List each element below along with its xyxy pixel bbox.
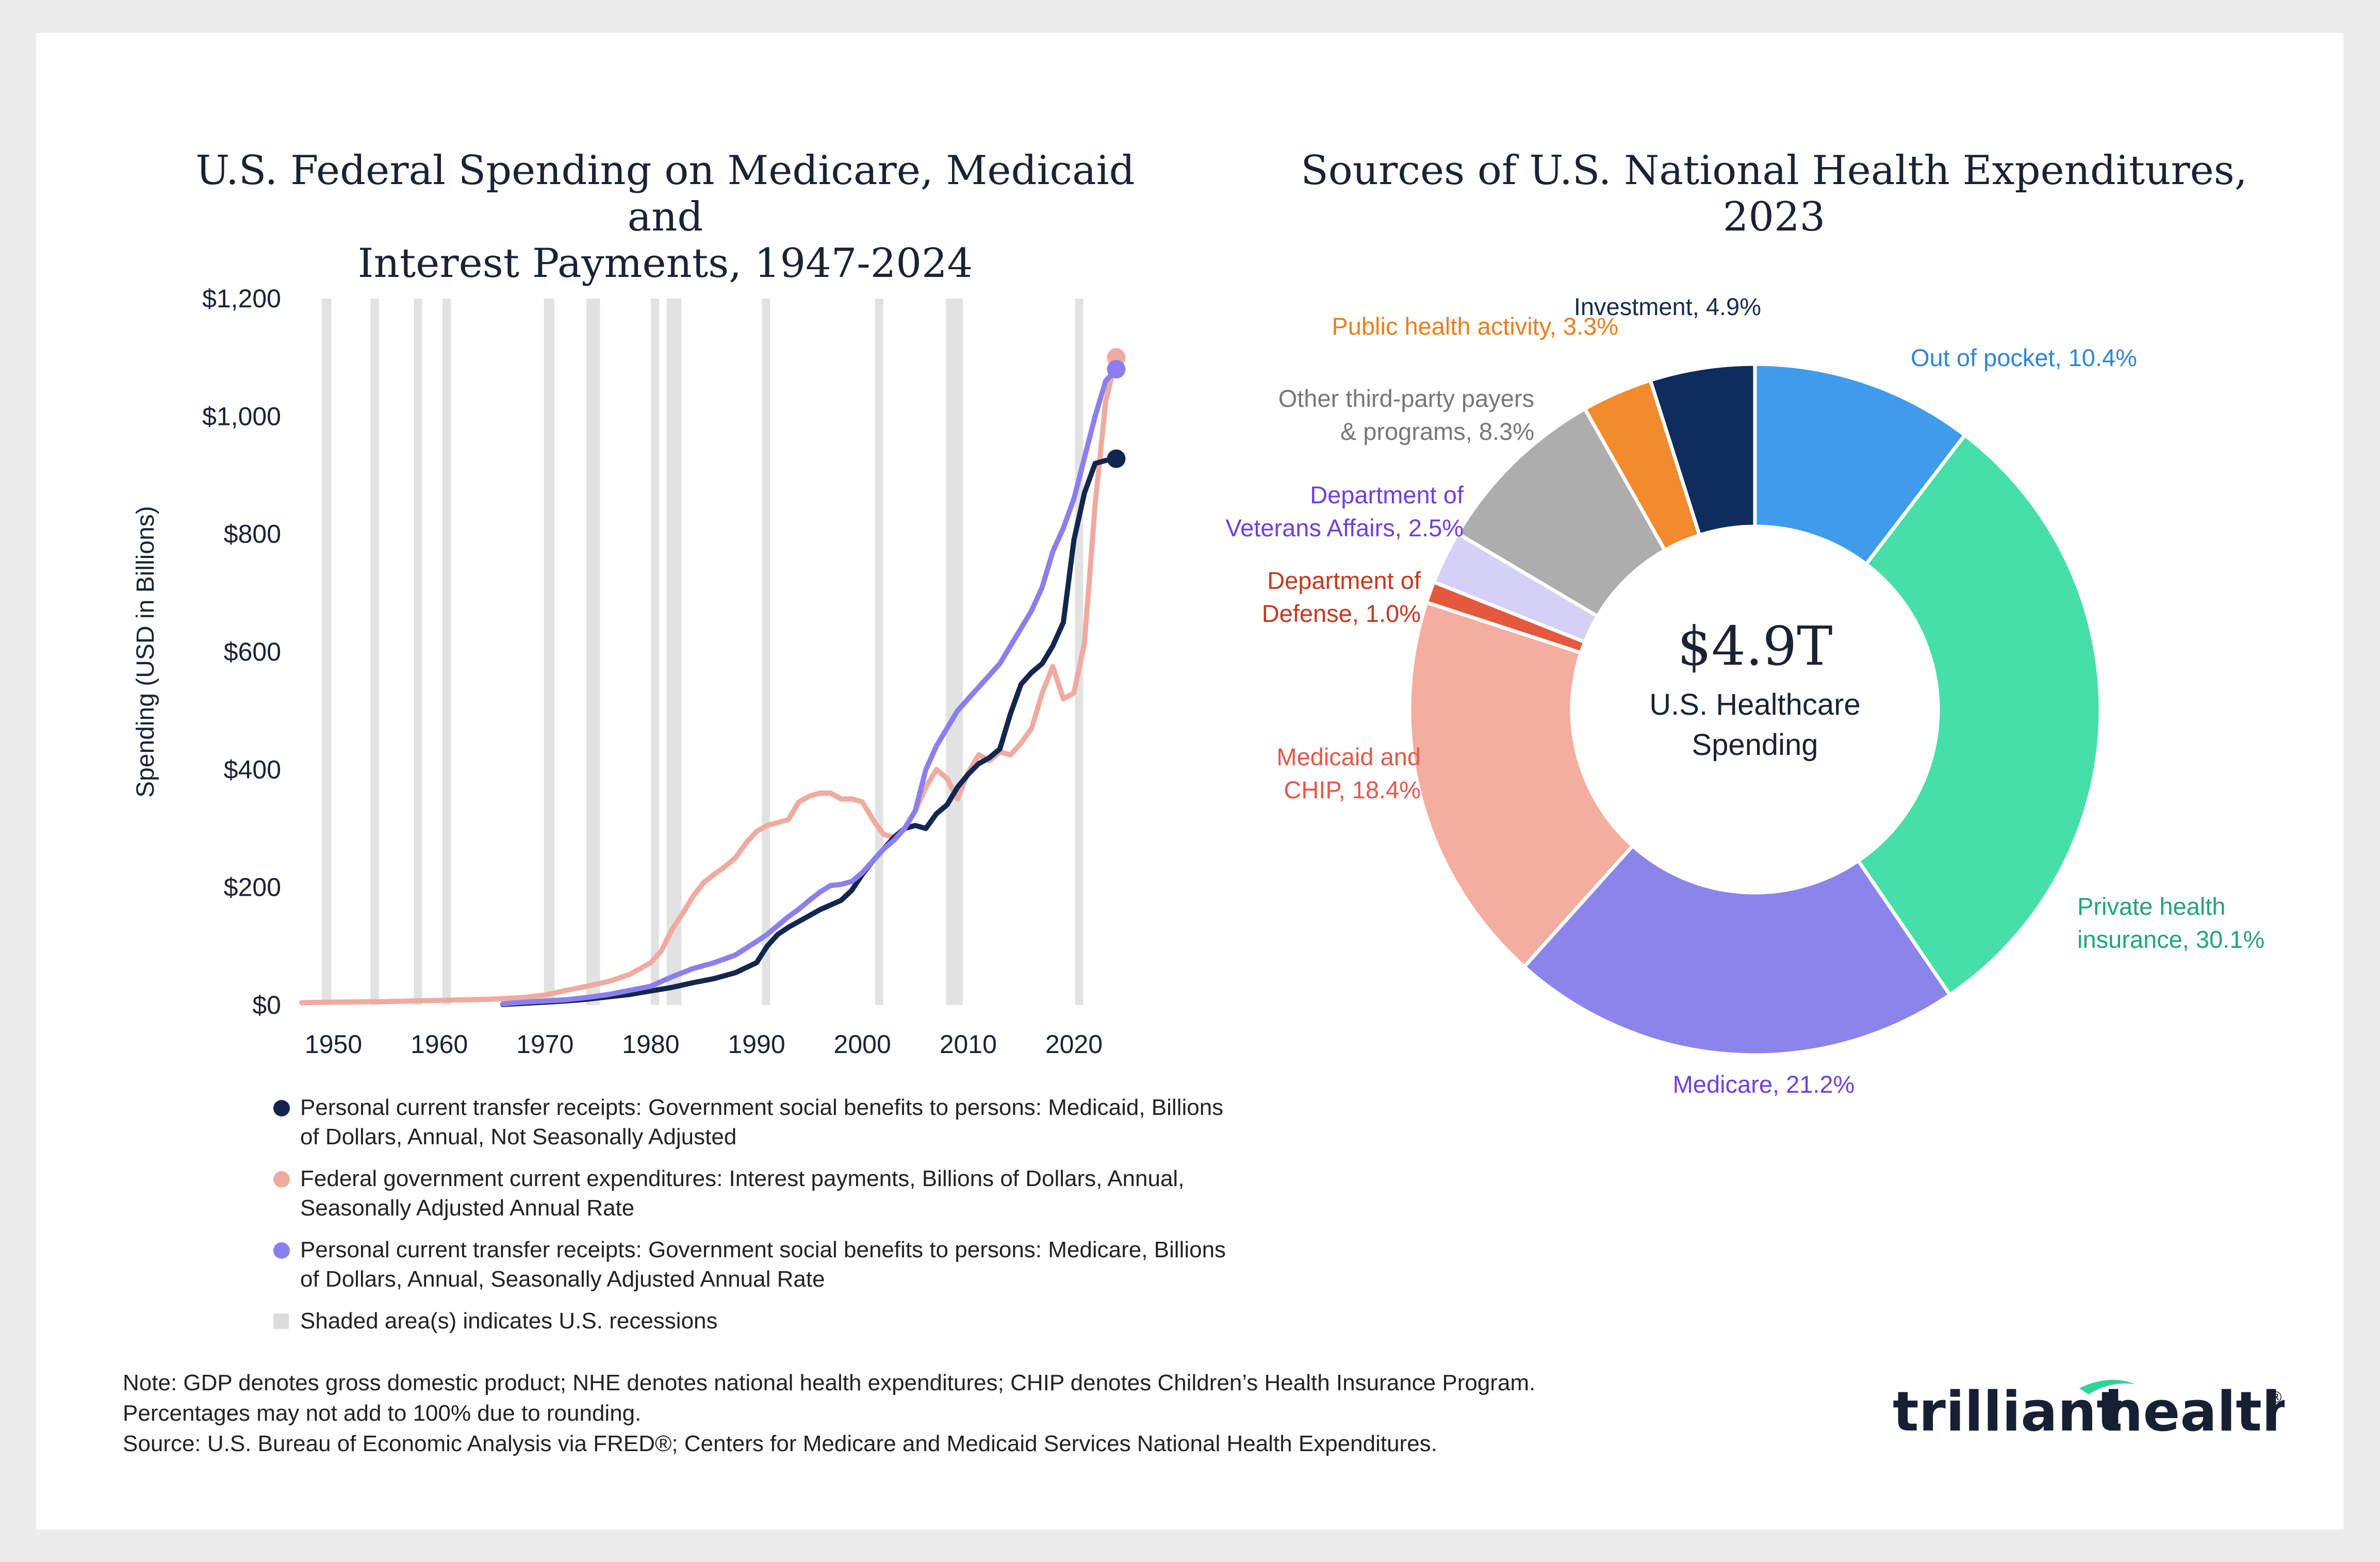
figure-card: U.S. Federal Spending on Medicare, Medic…	[36, 33, 2343, 1530]
recession-band-10	[946, 299, 963, 1005]
legend-item-medicaid: Personal current transfer receipts: Gove…	[273, 1093, 1227, 1152]
recession-band-5	[586, 299, 600, 1005]
logo-text-left: trilliant	[1893, 1380, 2123, 1443]
logo-text-right: health	[2104, 1380, 2285, 1443]
donut-label-line: Veterans Affairs, 2.5%	[1225, 514, 1464, 541]
donut-label-1: Private health insurance, 30.1%	[2077, 893, 2264, 953]
recession-bands	[321, 299, 1084, 1005]
x-tick-label: 1950	[305, 1030, 362, 1059]
line-chart-title: U.S. Federal Spending on Medicare, Medic…	[175, 147, 1155, 287]
line-chart-legend: Personal current transfer receipts: Gove…	[273, 1093, 1227, 1348]
donut-label-line: CHIP, 18.4%	[1284, 776, 1421, 803]
line-chart-title-line-1: U.S. Federal Spending on Medicare, Medic…	[195, 147, 1135, 240]
donut-label-5: Department of Veterans Affairs, 2.5%	[1225, 481, 1464, 541]
donut-label-line: Department of	[1267, 567, 1421, 594]
y-tick-label: $1,200	[202, 284, 281, 313]
y-tick-label: $600	[224, 637, 281, 666]
x-tick-label: 2010	[940, 1030, 997, 1059]
donut-label-2: Medicare, 21.2%	[1673, 1071, 1855, 1098]
footnote-line-2: Percentages may not add to 100% due to r…	[123, 1401, 642, 1426]
recession-band-7	[666, 299, 682, 1005]
recession-band-2	[414, 299, 422, 1005]
donut-label-line: Private health	[2077, 893, 2225, 920]
y-axis-ticks: $0 $200 $400 $600 $800 $1,000 $1,200	[202, 284, 281, 1020]
donut-label-line: Other third-party payers	[1278, 385, 1534, 412]
series-line-2	[500, 367, 1119, 1007]
donut-segment-0	[1753, 362, 1967, 567]
donut-segment-2	[1521, 843, 1952, 1057]
legend-label-interest: Federal government current expenditures:…	[300, 1166, 1185, 1221]
recession-band-4	[544, 299, 555, 1005]
x-axis-ticks: 1950 1960 1970 1980 1990 2000 2010 2020	[305, 1030, 1103, 1059]
donut-label-line: & programs, 8.3%	[1340, 418, 1534, 445]
donut-center-value: $4.9T	[1678, 615, 1833, 678]
donut-label-8: Investment, 4.9%	[1574, 293, 1761, 320]
donut-chart-title: Sources of U.S. National Health Expendit…	[1301, 147, 2247, 240]
footnotes: Note: GDP denotes gross domestic product…	[123, 1368, 1825, 1459]
y-tick-label: $800	[224, 520, 281, 549]
y-tick-label: $200	[224, 873, 281, 902]
donut-label-line: Out of pocket, 10.4%	[1911, 344, 2137, 371]
donut-chart: Out of pocket, 10.4% Private health insura…	[1225, 293, 2264, 1098]
donut-label-line: Defense, 1.0%	[1262, 600, 1421, 627]
donut-label-6: Other third-party payers & programs, 8.3%	[1278, 385, 1534, 445]
line-series	[299, 355, 1119, 1007]
trilliant-health-logo: trilliant health ®	[1893, 1379, 2285, 1443]
donut-segments	[1407, 362, 2103, 1057]
donut-label-0: Out of pocket, 10.4%	[1911, 344, 2137, 371]
recession-band-0	[321, 299, 332, 1005]
donut-label-line: Investment, 4.9%	[1574, 293, 1761, 320]
legend-item-medicare: Personal current transfer receipts: Gove…	[273, 1235, 1227, 1294]
y-tick-label: $1,000	[202, 402, 281, 431]
legend-marker-recessions	[273, 1313, 289, 1329]
end-points	[1107, 348, 1126, 468]
recession-band-1	[370, 299, 379, 1005]
donut-center-label-0: U.S. Healthcare	[1649, 688, 1860, 721]
x-tick-label: 1980	[622, 1030, 679, 1059]
legend-label-medicaid: Personal current transfer receipts: Gove…	[300, 1095, 1224, 1149]
x-tick-label: 2020	[1045, 1030, 1103, 1059]
donut-center-label-1: Spending	[1692, 728, 1818, 762]
legend-marker-interest	[273, 1171, 290, 1188]
legend-marker-medicaid	[273, 1100, 290, 1116]
legend-label-medicare: Personal current transfer receipts: Gove…	[300, 1237, 1226, 1292]
logo-registered-mark: ®	[2268, 1389, 2284, 1407]
donut-labels: Out of pocket, 10.4% Private health insura…	[1225, 293, 2264, 1098]
donut-segment-8	[1648, 362, 1757, 538]
recession-band-6	[650, 299, 659, 1005]
end-point-2	[1107, 360, 1126, 379]
donut-label-7: Public health activity, 3.3%	[1332, 313, 1618, 340]
x-tick-label: 1970	[516, 1030, 573, 1059]
donut-label-line: Medicaid and	[1276, 743, 1421, 770]
donut-label-line: Public health activity, 3.3%	[1332, 313, 1618, 340]
legend-item-interest: Federal government current expenditures:…	[273, 1164, 1227, 1223]
donut-label-4: Department of Defense, 1.0%	[1262, 567, 1421, 627]
x-tick-label: 1990	[728, 1030, 785, 1059]
footnote-line-3: Source: U.S. Bureau of Economic Analysis…	[123, 1431, 1437, 1456]
recession-band-3	[442, 299, 451, 1005]
legend-item-recessions: Shaded area(s) indicates U.S. recessions	[273, 1306, 1227, 1336]
donut-label-3: Medicaid and CHIP, 18.4%	[1276, 743, 1421, 803]
donut-label-line: Department of	[1310, 481, 1464, 508]
x-tick-label: 1960	[411, 1030, 468, 1059]
donut-segment-1	[1856, 432, 2103, 998]
donut-segment-3	[1407, 600, 1635, 969]
x-tick-label: 2000	[834, 1030, 891, 1059]
y-tick-label: $0	[252, 991, 281, 1020]
logo-swoosh-icon	[2079, 1379, 2135, 1394]
y-axis-label: Spending (USD in Billions)	[132, 506, 159, 798]
series-line-1	[299, 355, 1119, 1006]
y-tick-label: $400	[224, 755, 281, 784]
donut-label-line: insurance, 30.1%	[2077, 926, 2264, 953]
donut-label-line: Medicare, 21.2%	[1673, 1071, 1855, 1098]
line-chart-title-line-2: Interest Payments, 1947-2024	[357, 240, 973, 287]
legend-marker-medicare	[273, 1242, 290, 1259]
end-point-0	[1107, 449, 1126, 468]
footnote-line-1: Note: GDP denotes gross domestic product…	[123, 1370, 1536, 1395]
legend-label-recessions: Shaded area(s) indicates U.S. recessions	[300, 1308, 718, 1334]
